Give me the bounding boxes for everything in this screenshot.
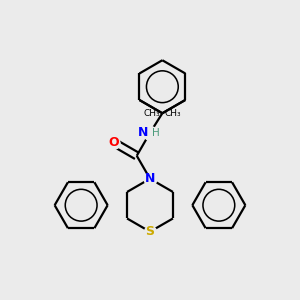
Text: S: S xyxy=(146,225,154,238)
Text: CH₃: CH₃ xyxy=(164,109,181,118)
Text: CH₃: CH₃ xyxy=(144,109,160,118)
Text: H: H xyxy=(152,128,160,138)
Text: N: N xyxy=(138,126,148,139)
Text: N: N xyxy=(145,172,155,185)
Text: O: O xyxy=(109,136,119,149)
